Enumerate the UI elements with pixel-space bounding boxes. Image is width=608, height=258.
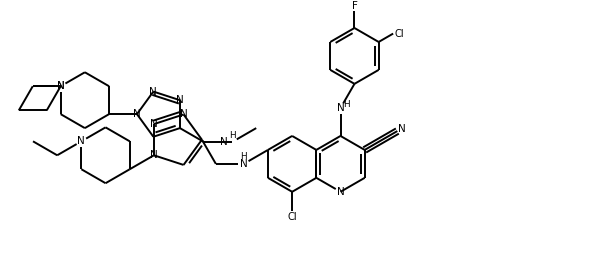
Text: N: N xyxy=(240,159,247,169)
Text: Cl: Cl xyxy=(395,29,404,39)
Text: N: N xyxy=(176,95,184,105)
Text: H: H xyxy=(241,152,247,162)
Text: N: N xyxy=(180,109,187,119)
Text: N: N xyxy=(337,187,344,197)
Text: F: F xyxy=(351,1,358,11)
Text: N: N xyxy=(57,81,64,91)
Text: Cl: Cl xyxy=(288,212,297,222)
Text: N: N xyxy=(398,124,406,134)
Text: N: N xyxy=(337,103,344,113)
Text: N: N xyxy=(133,109,141,119)
Text: N: N xyxy=(220,137,228,147)
Text: H: H xyxy=(343,100,350,109)
Text: H: H xyxy=(229,131,235,140)
Text: N: N xyxy=(57,81,64,91)
Text: N: N xyxy=(150,87,157,96)
Text: N: N xyxy=(77,136,85,146)
Text: N: N xyxy=(150,150,158,160)
Text: N: N xyxy=(150,119,158,129)
